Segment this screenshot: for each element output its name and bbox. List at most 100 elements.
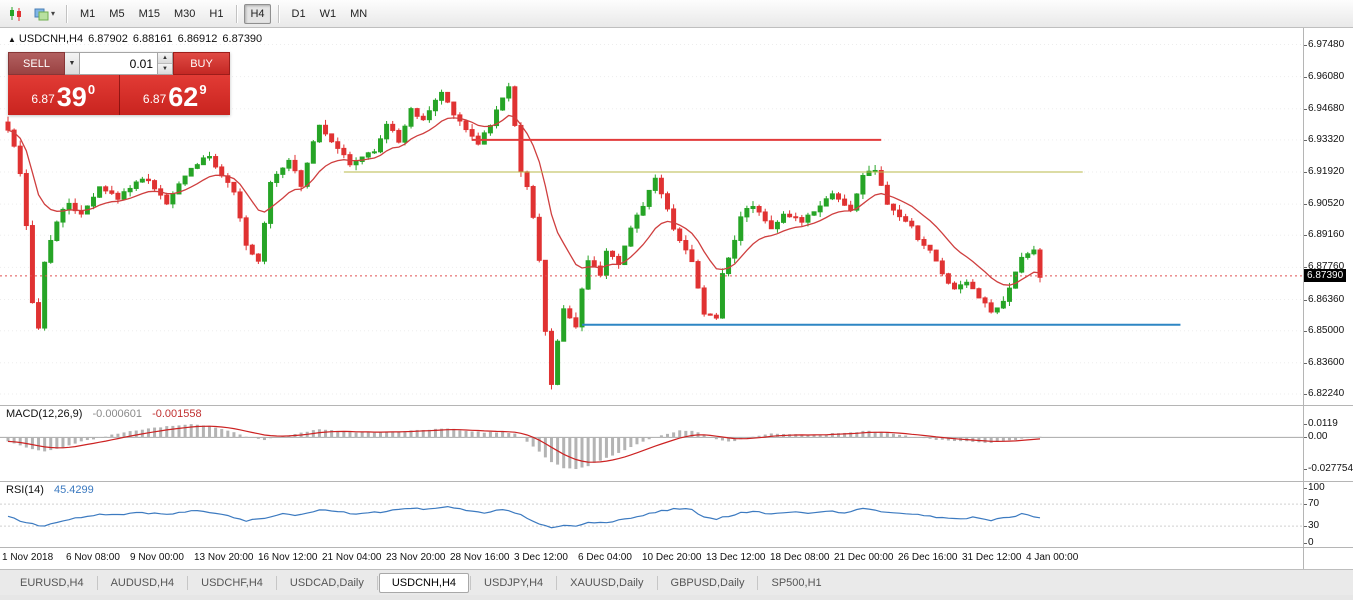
chart-tab-AUDUSD-H4[interactable]: AUDUSD,H4 [110,576,175,589]
layers-glyph [34,8,49,20]
ask-price-button[interactable]: 6.87 62 9 [120,75,231,115]
macd-tick-label: -0.027754 [1303,462,1353,474]
trade-prices-row: 6.87 39 0 6.87 62 9 [8,75,230,115]
current-price-badge: 6.87390 [1304,268,1347,282]
volume-stepper: ▲ ▼ [158,52,173,75]
time-tick-label: 18 Dec 08:00 [770,552,830,563]
panel-separator[interactable] [0,481,1353,482]
tab-separator [275,575,277,590]
ask-price-pips: 62 [168,82,199,112]
buy-button[interactable]: BUY [173,52,230,75]
one-click-trading-panel: SELL ▼ 0.01 ▲ ▼ BUY 6.87 39 0 6.87 62 9 [8,52,230,115]
rsi-tick-label: 30 [1303,520,1320,532]
timeframe-button-M15[interactable]: M15 [138,7,160,20]
axis-separator [1303,28,1304,569]
chart-type-icon[interactable]: ▾ [30,3,59,25]
price-tick-label: 6.91920 [1303,166,1345,177]
price-tick-label: 6.86360 [1303,293,1345,305]
toolbar-separator [236,4,238,23]
tab-separator [187,575,189,590]
price-tick-label: 6.83600 [1303,356,1345,368]
time-tick-label: 9 Nov 00:00 [130,552,184,563]
macd-name: MACD(12,26,9) [6,408,83,420]
ask-price-point: 9 [199,82,207,97]
time-tick-label: 3 Dec 12:00 [514,552,568,563]
chart-toolbar: ▾ M1 M5 M15 M30 H1 H4 D1 W1 MN [0,0,1353,28]
volume-down-button[interactable]: ▼ [158,64,172,74]
panel-separator[interactable] [0,405,1353,406]
trade-controls-row: SELL ▼ 0.01 ▲ ▼ BUY [8,52,230,75]
bid-price-button[interactable]: 6.87 39 0 [8,75,119,115]
volume-input[interactable]: 0.01 [80,52,158,75]
sell-button[interactable]: SELL [8,52,65,75]
time-tick-label: 4 Jan 00:00 [1026,552,1079,563]
price-tick-label: 6.85000 [1303,324,1345,336]
bid-price-pips: 39 [56,82,87,112]
time-tick-label: 13 Dec 12:00 [706,552,766,563]
macd-tick-label: 0.00 [1303,431,1328,443]
chart-tab-XAUUSD-Daily[interactable]: XAUUSD,Daily [570,576,644,589]
time-tick-label: 6 Dec 04:00 [578,552,632,563]
candlestick-glyph [10,6,21,21]
tab-separator [556,575,558,590]
price-tick-label: 6.90520 [1303,198,1345,210]
ask-price-prefix: 6.87 [142,92,167,106]
chart-window-icon[interactable] [4,3,28,25]
volume-up-button[interactable]: ▲ [158,53,172,64]
timeframe-button-M30[interactable]: M30 [173,7,196,20]
chevron-down-icon: ▾ [51,9,56,18]
price-axis[interactable]: 6.97480 6.96080 6.94680 6.93320 6.91920 6.905… [1303,28,1353,569]
price-tick-label: 6.89160 [1303,229,1345,241]
price-tick-label: 6.93320 [1303,133,1345,145]
timeframe-button-MN[interactable]: MN [350,7,368,20]
rsi-name: RSI(14) [6,484,44,496]
time-tick-label: 21 Nov 04:00 [322,552,382,563]
time-tick-label: 13 Nov 20:00 [194,552,254,563]
tab-separator [757,575,759,590]
bid-price-prefix: 6.87 [31,92,55,106]
timeframe-button-M1[interactable]: M1 [80,7,96,20]
time-tick-label: 28 Nov 16:00 [450,552,510,563]
chart-tab-SP500-H1[interactable]: SP500,H1 [771,576,822,589]
price-tick-label: 6.87760 [1303,261,1345,273]
time-tick-label: 10 Dec 20:00 [642,552,702,563]
symbol-marker-icon: ▲ [8,34,16,44]
chart-tab-EURUSD-H4[interactable]: EURUSD,H4 [20,576,84,589]
macd-value: -0.000601 [92,408,143,420]
volume-dropdown-button[interactable]: ▼ [65,52,80,75]
tab-separator [376,575,378,590]
chart-tabs-bar: EURUSD,H4 AUDUSD,H4 USDCHF,H4 USDCAD,Daily U… [0,569,1353,595]
timeframe-button-D1[interactable]: D1 [291,7,306,20]
chart-ohlc-header: ▲ USDCNH,H4 6.87902 6.88161 6.86912 6.87… [8,33,267,45]
rsi-tick-label: 70 [1303,498,1320,510]
time-tick-label: 23 Nov 20:00 [386,552,446,563]
macd-label: MACD(12,26,9) -0.000601 -0.001558 [6,408,209,420]
main-chart-canvas[interactable] [0,28,1303,405]
tab-separator [470,575,472,590]
price-tick-label: 6.82240 [1303,387,1345,399]
chart-window: ▲ USDCNH,H4 6.87902 6.88161 6.86912 6.87… [0,28,1353,569]
time-tick-label: 31 Dec 12:00 [962,552,1022,563]
macd-signal-value: -0.001558 [152,408,202,420]
chart-tab-USDCNH-H4[interactable]: USDCNH,H4 [378,572,470,593]
price-tick-label: 6.94680 [1303,102,1345,114]
timeframe-button-H1[interactable]: H1 [209,7,224,20]
chart-symbol-label: USDCNH,H4 [18,33,84,45]
chart-tab-USDJPY-H4[interactable]: USDJPY,H4 [484,576,544,589]
rsi-indicator-canvas[interactable] [0,481,1303,547]
time-axis[interactable]: 1 Nov 2018 6 Nov 08:00 9 Nov 00:00 13 Nov 2… [0,547,1303,569]
macd-indicator-canvas[interactable] [0,405,1303,481]
chart-tab-USDCHF-H4[interactable]: USDCHF,H4 [201,576,263,589]
ohlc-open: 6.87902 [88,33,128,45]
timeframe-button-M5[interactable]: M5 [109,7,125,20]
rsi-tick-label: 100 [1304,481,1325,493]
timeframe-button-W1[interactable]: W1 [319,7,337,20]
chart-tab-USDCAD-Daily[interactable]: USDCAD,Daily [289,576,364,589]
chart-tab-GBPUSD-Daily[interactable]: GBPUSD,Daily [670,576,745,589]
time-tick-label: 21 Dec 00:00 [834,552,894,563]
timeframe-button-H4[interactable]: H4 [244,3,271,24]
rsi-label: RSI(14) 45.4299 [6,484,101,496]
toolbar-separator [277,4,279,23]
time-tick-label: 16 Nov 12:00 [258,552,318,563]
